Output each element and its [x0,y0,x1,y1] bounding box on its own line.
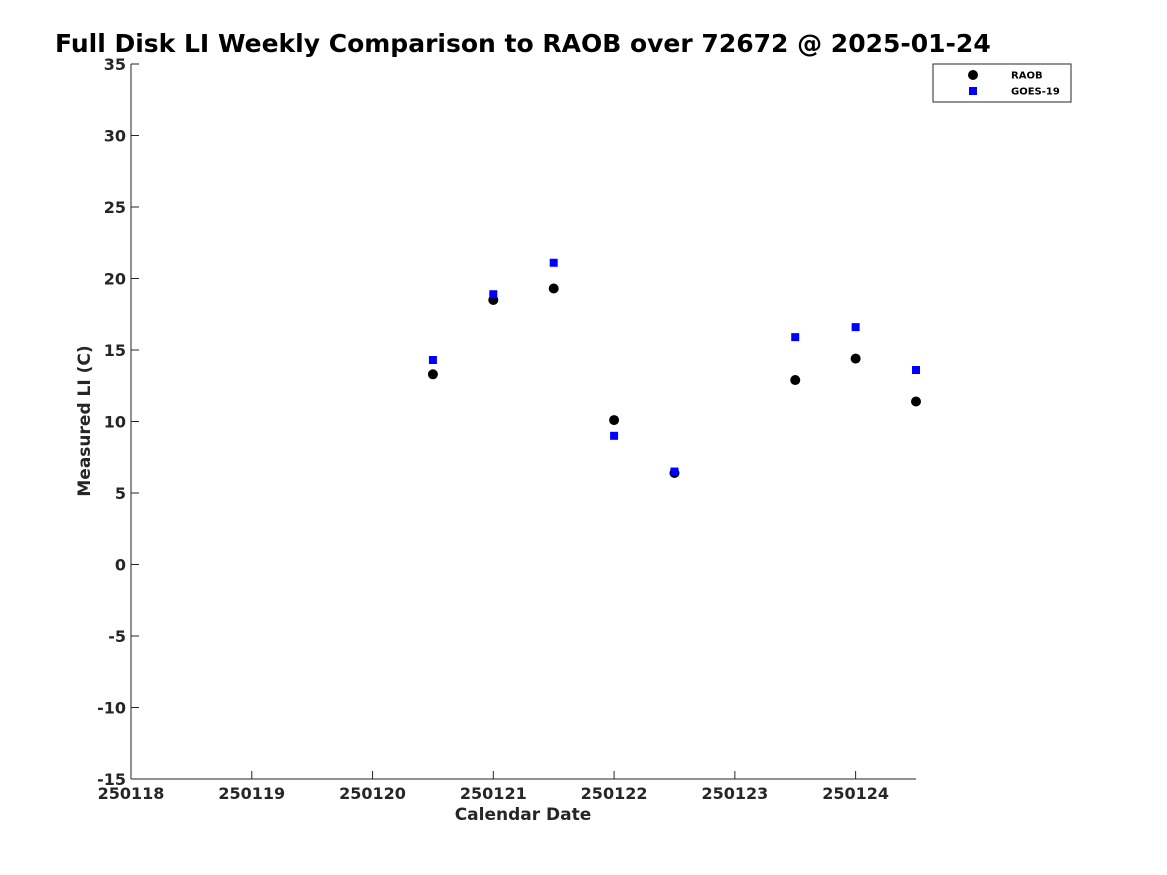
x-tick-label: 250122 [581,784,648,803]
legend-raob-marker [968,70,978,80]
raob-point [548,283,559,294]
x-tick-label: 250124 [822,784,889,803]
legend-box [932,63,1072,103]
y-tick-label: 30 [104,127,126,146]
legend-entries: RAOB GOES-19 [968,70,1060,98]
goes-19-point [428,356,437,365]
x-tick-label: 250120 [339,784,406,803]
y-tick-label: 0 [115,556,126,575]
goes-19-point [610,431,619,440]
data-points [427,258,921,478]
raob-point [427,369,438,380]
x-tick-label: 250123 [701,784,768,803]
x-tick-label: 250119 [218,784,285,803]
y-tick-label: 15 [104,341,126,360]
raob-point [911,396,921,407]
y-ticks: -15 -10 -5 0 5 10 15 20 25 30 35 [97,55,139,789]
y-tick-label: -5 [108,627,126,646]
axes [130,64,916,780]
y-axis-label: Measured LI (C) [75,345,95,496]
goes-19-point [670,467,679,476]
goes-19-point [851,323,860,332]
goes-19-point [912,366,920,375]
goes-19-point [549,258,558,267]
y-tick-label: 25 [104,198,126,217]
y-tick-label: -10 [97,699,126,718]
y-tick-label: 10 [104,413,126,432]
x-tick-label: 250121 [460,784,527,803]
legend-raob-label: RAOB [1011,71,1043,82]
legend: RAOB GOES-19 [932,63,1072,103]
legend-goes-19-marker [969,87,977,95]
y-tick-label: 20 [104,270,126,289]
raob-point [609,415,620,426]
goes-19-point [791,333,800,342]
y-tick-label: 35 [104,55,126,74]
raob-point [850,353,861,364]
y-tick-label: -15 [97,770,126,789]
goes-19-point [489,290,498,299]
x-axis-label: Calendar Date [455,805,592,825]
y-tick-label: 5 [115,484,126,503]
x-ticks: 250118 250119 250120 250121 250122 250123 2501… [98,771,889,803]
x-tick-label: 250118 [98,784,165,803]
legend-goes-19-label: GOES-19 [1011,87,1060,98]
chart-title: Full Disk LI Weekly Comparison to RAOB o… [55,29,991,58]
raob-point [790,375,801,386]
